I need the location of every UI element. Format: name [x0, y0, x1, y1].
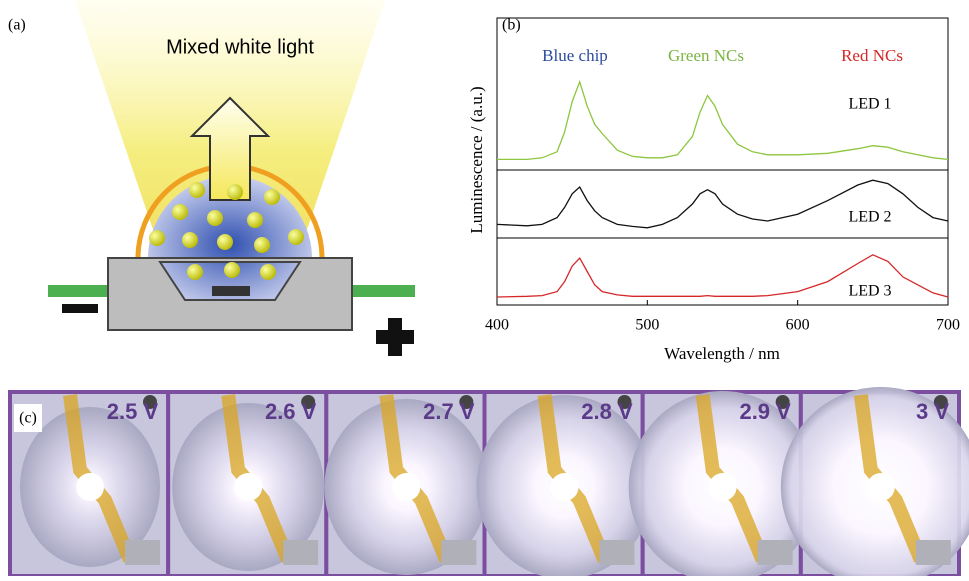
y-axis-label: Luminescence / (a.u.): [467, 86, 486, 233]
panel-label: (b): [502, 17, 521, 34]
connector: [758, 540, 793, 565]
annotation: Red NCs: [841, 46, 903, 65]
plus-sign: [376, 318, 414, 356]
chip: [212, 286, 250, 296]
led-die: [76, 473, 104, 501]
connector: [916, 540, 951, 565]
led-die: [234, 473, 262, 501]
series-label: LED 2: [848, 209, 891, 226]
series-label: LED 3: [848, 283, 891, 300]
spectrum-line: [497, 82, 948, 160]
voltage-label: 2.7 V: [423, 399, 475, 424]
x-tick-label: 600: [786, 317, 810, 334]
panel-label: (a): [8, 17, 26, 34]
voltage-label: 2.5 V: [107, 399, 159, 424]
led-die: [392, 473, 420, 501]
voltage-label: 2.6 V: [265, 399, 317, 424]
series-label: LED 1: [848, 96, 891, 113]
page: (a) Mixed white light (b) Wavelength / n…: [0, 0, 969, 581]
x-tick-label: 500: [635, 317, 659, 334]
annotation: Green NCs: [668, 46, 744, 65]
connector: [125, 540, 160, 565]
voltage-label: 2.8 V: [581, 399, 633, 424]
x-axis-label: Wavelength / nm: [664, 344, 780, 363]
connector: [283, 540, 318, 565]
x-tick-label: 400: [485, 317, 509, 334]
connector: [441, 540, 476, 565]
voltage-label: 2.9 V: [739, 399, 791, 424]
minus-sign: [62, 304, 98, 313]
photo-strip: 2.5 V 2.6 V 2.7 V 2.8 V 2.9 V 3 V (c): [10, 387, 969, 576]
lead: [345, 285, 415, 297]
annotation: Blue chip: [542, 46, 608, 65]
voltage-label: 3 V: [916, 399, 949, 424]
x-tick-label: 700: [936, 317, 960, 334]
led-die: [867, 473, 895, 501]
led-die: [551, 473, 579, 501]
connector: [600, 540, 635, 565]
panel-label: (c): [19, 410, 37, 427]
led-die: [709, 473, 737, 501]
figure: (a) Mixed white light (b) Wavelength / n…: [0, 0, 969, 576]
caption: Mixed white light: [166, 36, 314, 58]
